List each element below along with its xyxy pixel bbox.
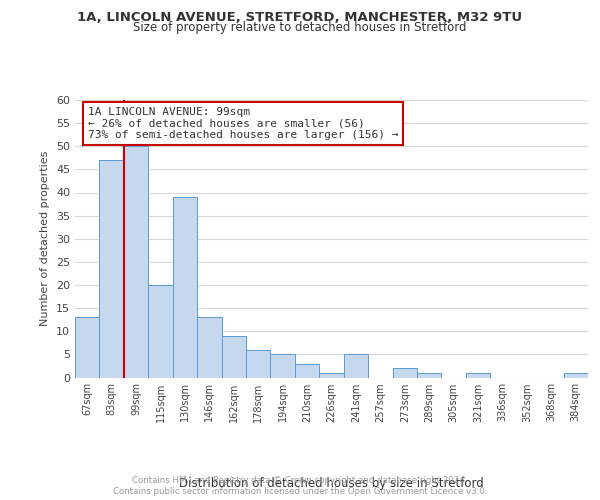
Bar [173,197,197,378]
Bar [197,318,221,378]
Bar [100,160,124,378]
Text: Contains HM Land Registry data © Crown copyright and database right 2024.: Contains HM Land Registry data © Crown c… [132,476,468,485]
Bar [124,146,148,378]
Bar [319,373,344,378]
Text: 1A, LINCOLN AVENUE, STRETFORD, MANCHESTER, M32 9TU: 1A, LINCOLN AVENUE, STRETFORD, MANCHESTE… [77,11,523,24]
Bar [295,364,319,378]
Bar [221,336,246,378]
X-axis label: Distribution of detached houses by size in Stretford: Distribution of detached houses by size … [179,478,484,490]
Y-axis label: Number of detached properties: Number of detached properties [40,151,50,326]
Bar [75,318,100,378]
Bar [563,373,588,378]
Bar [392,368,417,378]
Text: Contains public sector information licensed under the Open Government Licence v3: Contains public sector information licen… [113,487,487,496]
Bar [466,373,490,378]
Bar [246,350,271,378]
Bar [271,354,295,378]
Text: Size of property relative to detached houses in Stretford: Size of property relative to detached ho… [133,21,467,34]
Bar [417,373,442,378]
Bar [148,285,173,378]
Text: 1A LINCOLN AVENUE: 99sqm
← 26% of detached houses are smaller (56)
73% of semi-d: 1A LINCOLN AVENUE: 99sqm ← 26% of detach… [88,107,398,140]
Bar [344,354,368,378]
